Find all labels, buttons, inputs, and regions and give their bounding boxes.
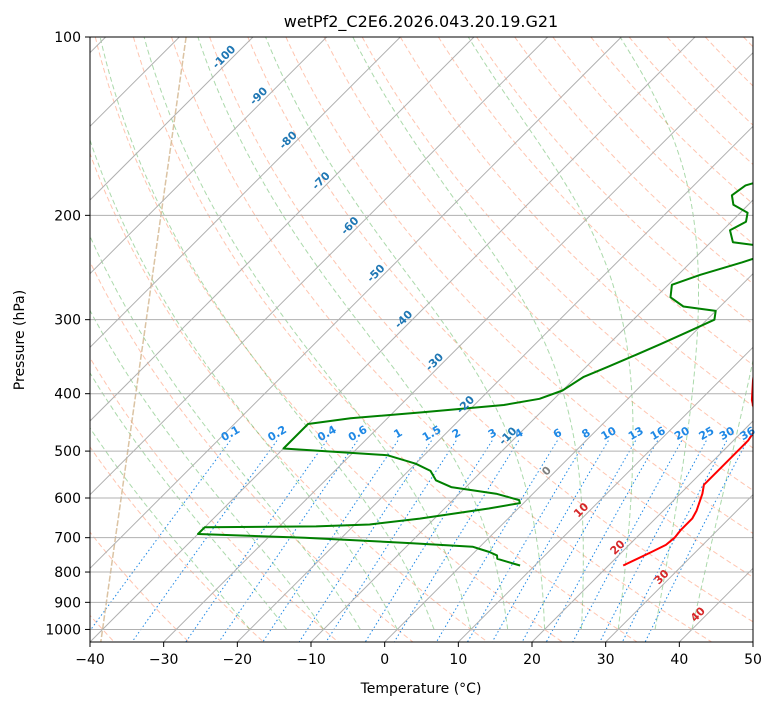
mixing-ratio-line <box>90 440 231 632</box>
isotherm-line <box>310 199 753 642</box>
isotherm-line <box>90 37 549 496</box>
y-tick-label: 900 <box>54 595 81 611</box>
dry-adiabat <box>171 37 712 642</box>
mixing-ratio-line <box>621 440 728 642</box>
isotherm-line <box>384 272 753 642</box>
moist-adiabat <box>99 37 435 630</box>
moist-adiabat <box>352 37 584 630</box>
mixing-ratio-line <box>435 440 558 642</box>
isotherm-line <box>90 37 475 422</box>
temperature-line <box>622 372 753 567</box>
x-tick-label: 30 <box>597 652 615 668</box>
moist-adiabat <box>691 358 753 630</box>
moist-adiabat <box>619 37 699 630</box>
x-tick-label: 40 <box>670 652 688 668</box>
profile-series <box>197 182 753 567</box>
mixing-ratio-line <box>572 440 683 642</box>
dry-adiabat <box>437 37 753 366</box>
dry-adiabat <box>90 446 264 642</box>
isotherm-line <box>163 51 753 642</box>
moist-adiabat <box>197 37 509 630</box>
isotherm-line <box>90 37 696 642</box>
y-tick-label: 700 <box>54 531 81 547</box>
gridlines <box>90 37 753 642</box>
dry-adiabat <box>285 37 753 535</box>
mixing-ratio-line <box>218 440 358 642</box>
isotherm-line <box>752 641 753 642</box>
x-tick-label: 20 <box>523 652 541 668</box>
y-tick-label: 800 <box>54 565 81 581</box>
x-axis-title: Temperature (°C) <box>360 681 482 697</box>
chart-title: wetPf2_C2E6.2026.043.20.19.G21 <box>284 12 558 32</box>
mixing-ratio-line <box>185 440 328 642</box>
mixing-ratio-line <box>364 440 493 642</box>
mixing-ratio-line <box>467 440 587 642</box>
moist-adiabat <box>265 37 546 630</box>
dry-adiabat <box>247 37 753 578</box>
dry-adiabat <box>132 37 638 642</box>
x-tick-label: 50 <box>744 652 762 668</box>
dewpoint-line <box>197 182 753 567</box>
mixing-ratio-line <box>599 440 707 642</box>
x-tick-label: −40 <box>75 652 105 668</box>
dry-adiabat <box>209 37 753 623</box>
isotherm-line <box>90 37 254 201</box>
dry-adiabat <box>90 260 414 642</box>
x-axis: −40 −30 −20 −10 0 10 20 30 40 50 <box>75 642 762 668</box>
mixing-ratio-line <box>262 440 399 642</box>
moist-adiabat <box>467 37 634 630</box>
moist-adiabat <box>143 37 472 630</box>
isotherm-line <box>90 37 328 275</box>
isotherm-line <box>90 37 401 349</box>
moist-adiabat <box>90 235 361 630</box>
dry-adiabat <box>514 37 753 285</box>
y-tick-label: 100 <box>54 30 81 46</box>
x-tick-label: −20 <box>223 652 253 668</box>
x-tick-label: 0 <box>380 652 389 668</box>
dry-adiabat <box>399 37 753 407</box>
isotherm-line <box>605 493 753 642</box>
x-tick-label: −10 <box>296 652 326 668</box>
mixing-ratio-line <box>545 440 659 642</box>
y-tick-label: 200 <box>54 208 81 224</box>
moist-adiabat <box>90 138 398 630</box>
dry-adiabat <box>628 37 753 166</box>
x-tick-label: −30 <box>149 652 179 668</box>
mixing-ratio-line <box>131 440 278 642</box>
dry-adiabat <box>323 37 753 491</box>
background-lines <box>90 37 753 642</box>
dry-adiabat <box>94 37 563 642</box>
plot-background <box>90 37 753 642</box>
frame-curve <box>100 37 187 642</box>
mixing-ratio-line <box>644 440 748 642</box>
isotherm-line <box>90 37 622 570</box>
y-tick-label: 400 <box>54 387 81 403</box>
x-tick-label: 10 <box>449 652 467 668</box>
isotherm-line <box>457 346 753 642</box>
dry-adiabat <box>552 37 753 245</box>
y-axis-title: Pressure (hPa) <box>12 290 28 390</box>
mixing-ratio-line <box>491 440 609 642</box>
plot-frame <box>89 36 754 643</box>
isotherm-line <box>531 420 753 642</box>
y-tick-label: 1000 <box>45 622 81 638</box>
y-tick-label: 300 <box>54 313 81 329</box>
y-tick-label: 500 <box>54 444 81 460</box>
y-axis: 100 200 300 400 500 600 700 800 900 1000 <box>45 30 90 638</box>
y-tick-label: 600 <box>54 491 81 507</box>
isotherm-line <box>236 125 753 642</box>
moist-adiabat <box>90 309 324 630</box>
